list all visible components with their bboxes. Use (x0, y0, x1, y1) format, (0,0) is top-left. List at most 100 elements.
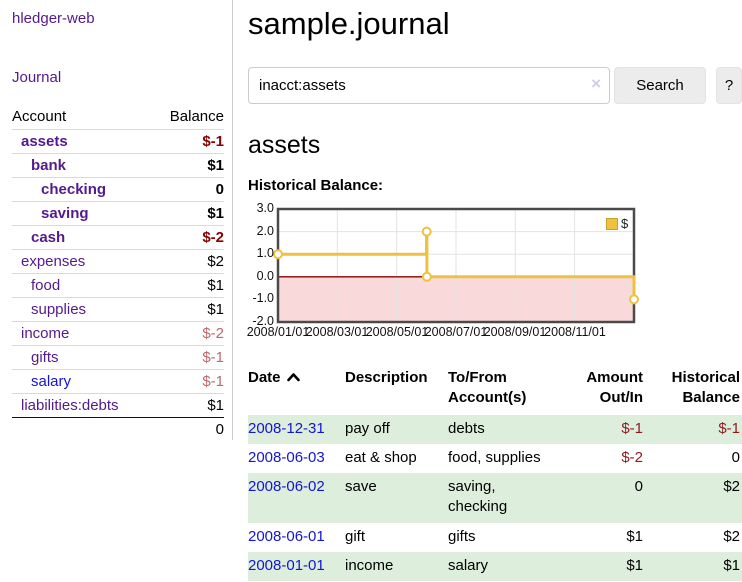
account-row: assets $-1 (12, 129, 224, 154)
transaction-date-link[interactable]: 2008-12-31 (248, 419, 325, 437)
y-tick-label: 3.0 (256, 201, 274, 215)
account-link-food[interactable]: food (31, 277, 61, 294)
register-header-row: Date Description To/From Account(s) Amou… (248, 366, 742, 415)
transaction-row: 2008-12-31 pay off debts $-1 $-1 (248, 414, 742, 444)
y-tick-label: -1.0 (252, 291, 274, 305)
transaction-row: 2008-06-03 eat & shop food, supplies $-2… (248, 444, 742, 473)
account-link-expenses[interactable]: expenses (21, 253, 86, 270)
account-row: supplies $1 (12, 297, 224, 322)
y-tick-label: -2.0 (252, 314, 274, 328)
sidebar-item-journal[interactable]: Journal (12, 69, 62, 86)
accounts-total-value: 0 (152, 417, 224, 441)
clear-search-icon[interactable]: × (591, 74, 601, 93)
transaction-row: 2008-06-02 save saving, checking 0 $2 (248, 473, 742, 523)
account-row: liabilities:debts $1 (12, 393, 224, 418)
transaction-amount: $1 (626, 556, 643, 574)
x-tick-label: 2008/03/01 (305, 325, 369, 339)
account-balance: $-2 (152, 321, 224, 346)
transaction-date-link[interactable]: 2008-06-03 (248, 448, 325, 466)
account-row: checking 0 (12, 177, 224, 202)
account-link-cash[interactable]: cash (31, 229, 66, 246)
legend-label: $ (621, 216, 629, 231)
accounts-table: Account Balance assets $-1 bank $1 check… (12, 105, 224, 441)
transaction-description: gift (345, 527, 366, 545)
y-tick-label: 1.0 (256, 246, 274, 260)
account-row: salary $-1 (12, 369, 224, 394)
account-balance: $-1 (152, 345, 224, 370)
transaction-amount: $-2 (621, 448, 643, 466)
column-header-date[interactable]: Date (248, 369, 281, 386)
sidebar: hledger-web Journal Account Balance asse… (0, 0, 233, 441)
account-balance: $1 (152, 297, 224, 322)
column-header-accounts: To/From Account(s) (448, 369, 527, 407)
account-row: cash $-2 (12, 225, 224, 250)
historical-balance-chart: 3.0 2.0 1.0 0.0 -1.0 -2.0 2008/01/01 200… (247, 201, 668, 345)
transaction-date-link[interactable]: 2008-06-01 (248, 527, 325, 545)
account-balance: $1 (152, 201, 224, 226)
transaction-description: save (345, 478, 377, 495)
transaction-description: pay off (345, 419, 390, 437)
transaction-accounts: debts (448, 419, 485, 437)
account-row: income $-2 (12, 321, 224, 346)
transaction-row: 2008-01-01 income salary $1 $1 (248, 551, 742, 581)
account-balance: $-1 (152, 369, 224, 394)
x-tick-label: 2008/11/01 (544, 325, 606, 339)
page-title: sample.journal (248, 6, 450, 41)
account-link-salary[interactable]: salary (31, 373, 72, 390)
chart-heading: Historical Balance: (248, 177, 384, 194)
transaction-row: 2008-06-01 gift gifts $1 $2 (248, 523, 742, 552)
app-title-link[interactable]: hledger-web (12, 10, 95, 27)
x-tick-label: 2008/09/01 (483, 325, 547, 339)
transaction-amount: $1 (626, 527, 643, 545)
account-link-liabilities-debts[interactable]: liabilities:debts (21, 397, 119, 414)
search-button[interactable]: Search (614, 67, 706, 104)
account-row: bank $1 (12, 153, 224, 178)
transaction-date-link[interactable]: 2008-01-01 (248, 556, 325, 574)
account-balance: $2 (152, 249, 224, 274)
transaction-balance: 0 (731, 448, 740, 466)
account-row: expenses $2 (12, 249, 224, 274)
transaction-accounts: gifts (448, 527, 476, 545)
chevron-up-icon[interactable] (286, 368, 300, 388)
account-link-assets[interactable]: assets (21, 133, 68, 150)
chart-canvas (273, 207, 639, 324)
x-tick-label: 2008/01/01 (246, 325, 310, 339)
transaction-amount: 0 (634, 478, 643, 495)
column-header-balance: Historical Balance (671, 369, 740, 407)
register-table: Date Description To/From Account(s) Amou… (248, 366, 742, 581)
y-tick-label: 2.0 (256, 224, 274, 238)
help-button[interactable]: ? (716, 67, 742, 104)
transaction-balance: $2 (723, 527, 740, 545)
account-balance: 0 (152, 177, 224, 202)
account-link-supplies[interactable]: supplies (31, 301, 87, 318)
transaction-balance: $1 (723, 556, 740, 574)
account-link-checking[interactable]: checking (41, 181, 107, 198)
account-link-bank[interactable]: bank (31, 157, 67, 174)
transaction-accounts: food, supplies (448, 448, 541, 466)
account-balance: $1 (152, 153, 224, 178)
account-balance: $1 (152, 273, 224, 298)
account-balance: $-1 (152, 129, 224, 154)
chart-legend: $ (606, 216, 628, 231)
transaction-description: income (345, 556, 394, 574)
legend-swatch-icon (606, 217, 618, 230)
transaction-date-link[interactable]: 2008-06-02 (248, 478, 325, 495)
x-tick-label: 2008/07/01 (424, 325, 488, 339)
transaction-accounts: saving, checking (448, 478, 508, 516)
transaction-balance: $-1 (718, 419, 740, 437)
accounts-total-row: 0 (12, 417, 224, 441)
account-row: gifts $-1 (12, 345, 224, 370)
search-form: × Search ? (248, 67, 742, 104)
account-row: saving $1 (12, 201, 224, 226)
account-link-income[interactable]: income (21, 325, 70, 342)
transaction-balance: $2 (723, 478, 740, 495)
transaction-description: eat & shop (345, 448, 417, 466)
account-link-saving[interactable]: saving (41, 205, 89, 222)
search-input[interactable] (248, 67, 610, 104)
y-tick-label: 0.0 (256, 269, 274, 283)
account-link-gifts[interactable]: gifts (31, 349, 59, 366)
account-balance: $-2 (152, 225, 224, 250)
account-row: food $1 (12, 273, 224, 298)
account-balance: $1 (152, 393, 224, 418)
main-content: sample.journal × Search ? assets Histori… (247, 0, 742, 581)
